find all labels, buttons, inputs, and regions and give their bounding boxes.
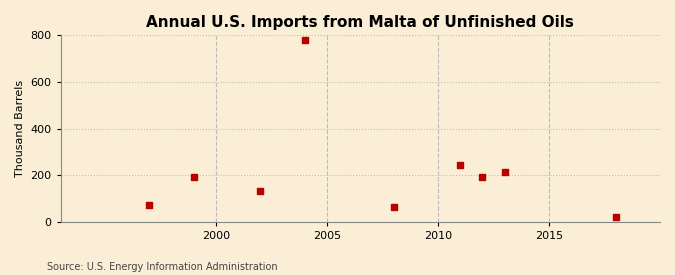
Point	[500, 169, 510, 174]
Point	[610, 215, 621, 219]
Point	[188, 175, 199, 180]
Point	[388, 204, 399, 209]
Title: Annual U.S. Imports from Malta of Unfinished Oils: Annual U.S. Imports from Malta of Unfini…	[146, 15, 574, 30]
Text: Source: U.S. Energy Information Administration: Source: U.S. Energy Information Administ…	[47, 262, 278, 272]
Point	[300, 38, 310, 42]
Point	[255, 189, 266, 194]
Point	[477, 175, 488, 180]
Y-axis label: Thousand Barrels: Thousand Barrels	[15, 80, 25, 177]
Point	[144, 203, 155, 208]
Point	[455, 163, 466, 167]
